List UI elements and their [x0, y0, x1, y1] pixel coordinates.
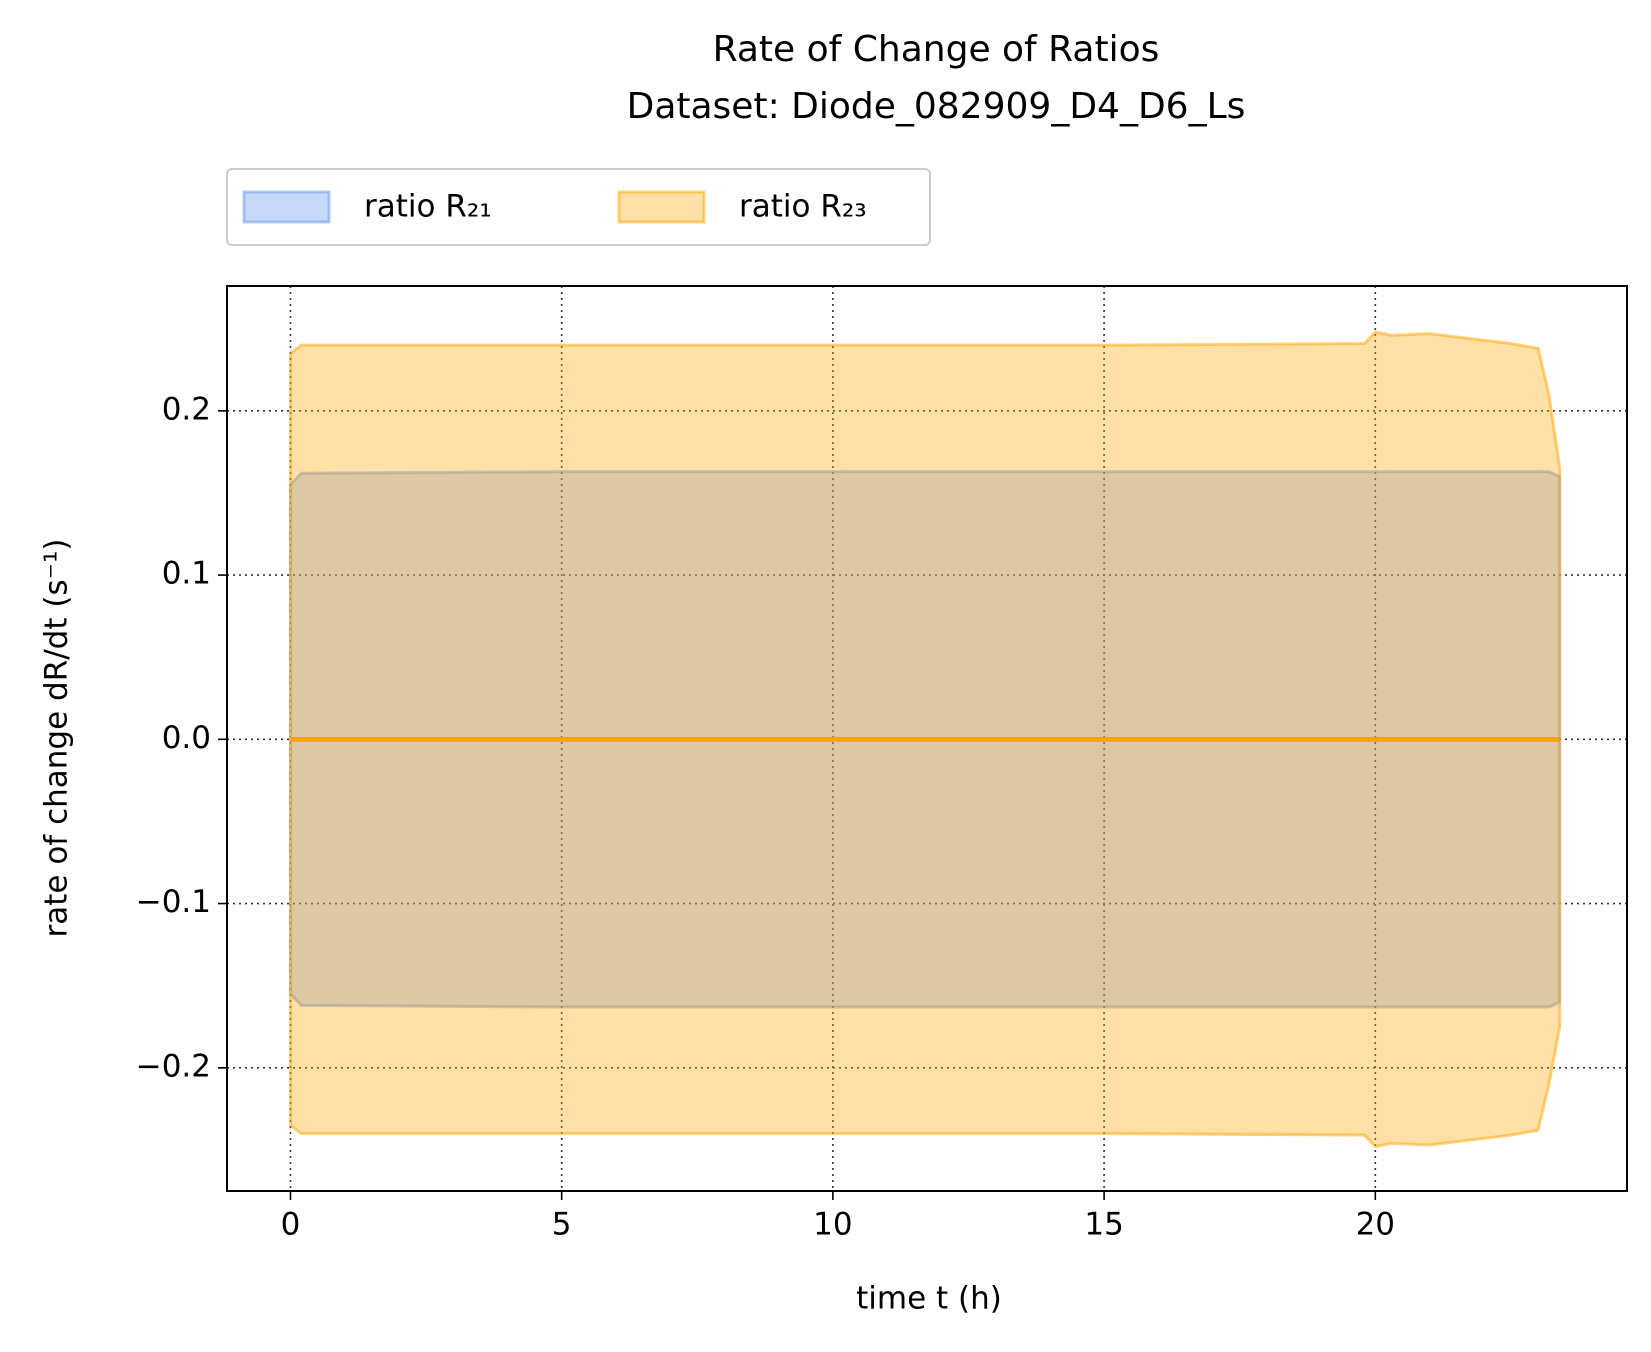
y-tick-label: 0.1	[162, 556, 211, 592]
y-tick-label: −0.2	[136, 1048, 211, 1084]
x-tick-label: 20	[1356, 1207, 1395, 1243]
x-axis-label: time t (h)	[856, 1281, 1002, 1317]
legend-label: ratio R₂₁	[364, 189, 492, 225]
x-tick-label: 10	[813, 1207, 852, 1243]
legend-swatch	[242, 190, 331, 224]
y-axis-label: rate of change dR/dt (s⁻¹)	[39, 539, 75, 938]
legend-label: ratio R₂₃	[739, 189, 867, 225]
y-tick-label: 0.2	[162, 391, 211, 427]
chart-subtitle: Dataset: Diode_082909_D4_D6_Ls	[627, 86, 1246, 127]
y-tick-label: −0.1	[136, 884, 211, 920]
x-tick-label: 0	[281, 1207, 301, 1243]
legend: ratio R₂₁ ratio R₂₃	[226, 168, 931, 246]
x-tick-label: 15	[1084, 1207, 1123, 1243]
x-tick-label: 5	[552, 1207, 572, 1243]
y-tick-label: 0.0	[162, 720, 211, 756]
legend-swatch	[617, 190, 706, 224]
plot-frame	[226, 285, 1628, 1192]
chart-title: Rate of Change of Ratios	[713, 29, 1160, 70]
legend-frame	[226, 168, 931, 246]
